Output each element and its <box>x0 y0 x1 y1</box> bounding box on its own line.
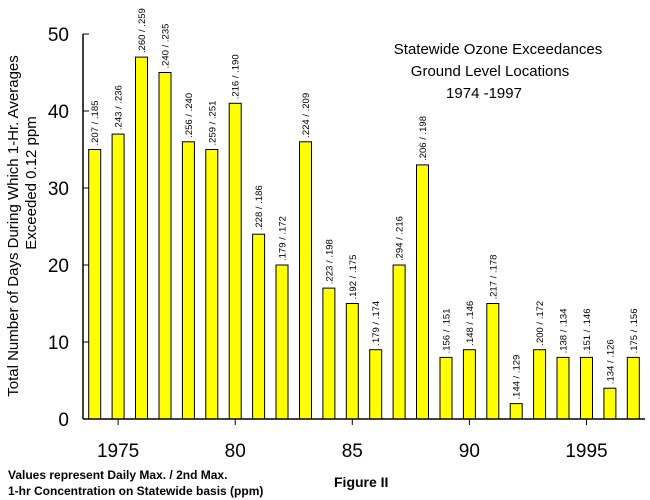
bar-label-1979: .259 / .251 <box>207 101 218 146</box>
bar-1976 <box>135 56 148 420</box>
bar-label-1983: .224 / .209 <box>301 93 312 138</box>
bar-1990 <box>462 349 476 420</box>
x-tick-label-1990: 90 <box>459 441 480 462</box>
bar-1977 <box>158 72 172 420</box>
bar-label-1994: .138 / .134 <box>559 308 570 353</box>
bar-label-1997: .175 / .156 <box>629 308 640 353</box>
bar-1993 <box>533 349 547 420</box>
y-tick-label-40: 40 <box>48 102 69 123</box>
bar-label-1991: .217 / .178 <box>488 255 499 300</box>
bar-label-1984: .223 / .198 <box>324 239 335 284</box>
bar-label-1989: .156 / .151 <box>442 308 453 353</box>
bar-label-1990: .148 / .146 <box>465 301 476 346</box>
bar-1991 <box>486 303 500 420</box>
bar-label-1982: .179 / .172 <box>278 216 289 261</box>
bar-label-1988: .206 / .198 <box>418 116 429 161</box>
y-tick-label-30: 30 <box>48 179 69 200</box>
bar-label-1976: .260 / .259 <box>137 8 148 53</box>
bar-1982 <box>275 264 289 420</box>
bar-1995 <box>580 356 593 420</box>
footnote-line-2: 1-hr Concentration on Statewide basis (p… <box>8 484 263 498</box>
bar-1983 <box>299 141 312 420</box>
bar-1975 <box>111 133 125 420</box>
chart-title-line-3: 1974 -1997 <box>446 85 522 102</box>
bar-label-1975: .243 / .236 <box>114 85 125 130</box>
bar-label-1986: .179 / .174 <box>371 301 382 346</box>
footnote-line-1: Values represent Daily Max. / 2nd Max. <box>8 468 227 482</box>
bar-label-1987: .294 / .216 <box>395 216 406 261</box>
bar-1989 <box>439 356 453 420</box>
bar-label-1978: .256 / .240 <box>184 93 195 138</box>
y-axis-title-line-1: Total Number of Days During Which 1-Hr. … <box>5 55 22 397</box>
bar-1987 <box>392 264 406 420</box>
y-tick-label-0: 0 <box>58 410 69 431</box>
y-axis-title-line-2: Exceeded 0.12 ppm <box>23 116 40 249</box>
bar-1984 <box>322 287 336 420</box>
bar-label-1981: .228 / .186 <box>254 185 265 230</box>
bar-1974 <box>88 149 102 420</box>
bar-1978 <box>181 141 195 420</box>
bar-1997 <box>626 356 640 420</box>
bar-label-1985: .192 / .175 <box>348 255 359 300</box>
x-tick-label-1985: 85 <box>342 441 363 462</box>
bar-1980 <box>228 102 242 420</box>
y-tick-label-50: 50 <box>48 25 69 46</box>
bar-1994 <box>556 356 570 420</box>
x-tick-label-1980: 80 <box>225 441 246 462</box>
bar-1985 <box>345 303 359 420</box>
bar-label-1974: .207 / .185 <box>90 101 101 146</box>
bar-1981 <box>252 233 266 420</box>
bar-1979 <box>205 149 219 420</box>
bar-label-1977: .240 / .235 <box>161 24 172 69</box>
bar-label-1995: .151 / .146 <box>582 308 593 353</box>
bar-label-1996: .134 / .126 <box>605 339 616 384</box>
x-tick-label-1975: 1975 <box>97 441 139 462</box>
figure-label: Figure II <box>334 474 388 490</box>
bar-1988 <box>416 164 429 420</box>
bar-label-1993: .200 / .172 <box>535 301 546 346</box>
chart-title-line-2: Ground Level Locations <box>411 63 569 80</box>
bar-label-1992: .144 / .129 <box>512 355 523 400</box>
bar-label-1980: .216 / .190 <box>231 54 242 99</box>
x-tick-label-1995: 1995 <box>565 441 607 462</box>
y-tick-label-20: 20 <box>48 256 69 277</box>
bar-1992 <box>509 403 523 420</box>
chart-title-line-1: Statewide Ozone Exceedances <box>394 41 602 58</box>
bar-1996 <box>603 387 617 420</box>
y-tick-label-10: 10 <box>48 333 69 354</box>
bar-1986 <box>369 349 383 420</box>
